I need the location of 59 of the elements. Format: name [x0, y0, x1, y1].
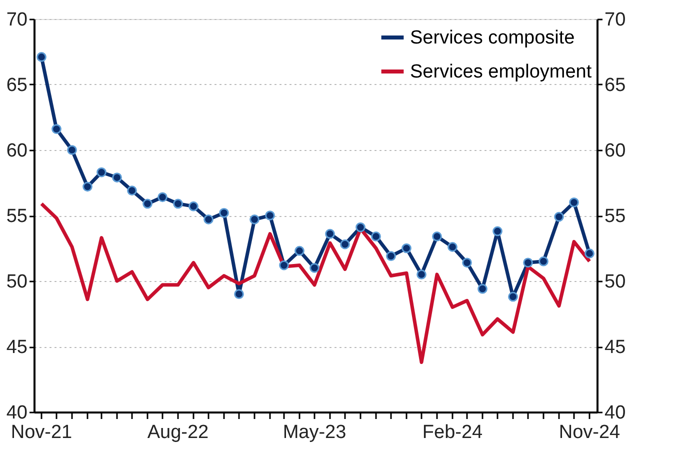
point	[310, 262, 320, 273]
point	[386, 251, 396, 262]
y2-tick-label: 55	[604, 206, 626, 227]
point	[36, 52, 46, 62]
point	[173, 198, 183, 209]
y2-tick-label: 45	[604, 337, 626, 358]
y-tick-label: 50	[6, 272, 28, 292]
point	[325, 228, 335, 239]
point	[279, 260, 289, 270]
point	[219, 208, 229, 218]
point	[584, 248, 594, 258]
legend-label: Services composite	[410, 28, 575, 48]
y-tick-label: 70	[6, 10, 28, 30]
point	[127, 186, 137, 196]
legend-label: Services employment	[410, 62, 592, 82]
point	[402, 243, 412, 254]
point	[492, 226, 502, 236]
point	[67, 145, 77, 155]
point	[523, 258, 533, 268]
point	[508, 292, 518, 302]
point	[294, 246, 304, 256]
y2-tick-label: 50	[604, 272, 626, 292]
point	[371, 232, 381, 242]
point	[82, 182, 92, 192]
point	[112, 172, 122, 182]
y2-tick-label: 70	[604, 10, 626, 30]
point	[478, 284, 488, 294]
point	[554, 212, 564, 222]
point	[432, 232, 442, 242]
point	[158, 192, 168, 202]
point	[142, 198, 152, 209]
point	[416, 270, 426, 280]
x-tick-label: Aug-22	[147, 422, 209, 443]
point	[234, 289, 244, 300]
point	[52, 124, 62, 134]
x-tick-label: May-23	[282, 422, 346, 443]
point	[250, 214, 260, 224]
point	[356, 222, 366, 232]
y-tick-label: 65	[6, 75, 28, 96]
x-tick-label: Nov-21	[10, 422, 72, 443]
point	[96, 167, 106, 178]
y2-tick-label: 40	[604, 402, 626, 424]
line-series	[40, 202, 592, 364]
point	[265, 210, 275, 220]
x-tick-label: Feb-24	[422, 422, 484, 443]
y2-tick-label: 60	[604, 140, 626, 162]
point	[188, 201, 198, 212]
point	[340, 239, 350, 250]
point	[204, 214, 214, 224]
y-tick-label: 40	[6, 402, 28, 424]
y-tick-label: 55	[6, 206, 28, 227]
x-tick-label: Nov-24	[558, 422, 621, 443]
y-tick-label: 45	[6, 337, 28, 358]
point	[569, 197, 579, 208]
point	[448, 242, 458, 252]
y-tick-label: 60	[6, 140, 28, 162]
point	[538, 256, 548, 266]
y2-tick-label: 65	[604, 75, 626, 96]
point	[462, 258, 472, 268]
